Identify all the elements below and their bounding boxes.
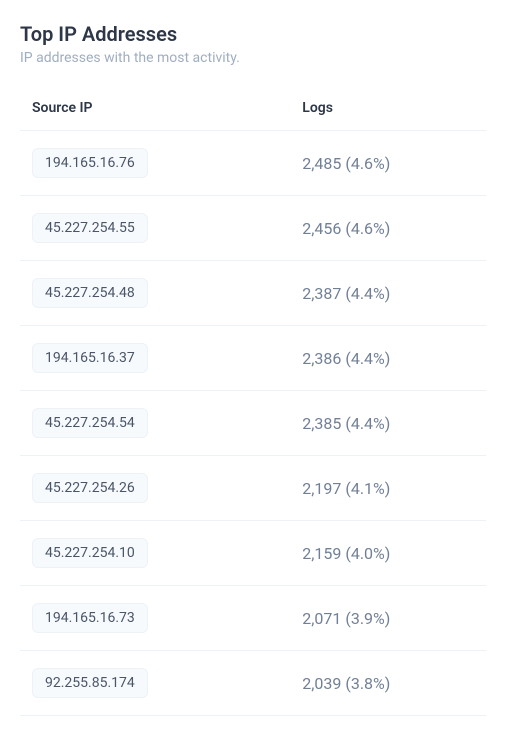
logs-value: 2,197 (4.1%) (302, 479, 390, 498)
cell-logs: 2,197 (4.1%) (290, 456, 486, 521)
cell-logs: 2,456 (4.6%) (290, 196, 486, 261)
ip-badge[interactable]: 194.165.16.37 (32, 343, 148, 373)
table-row: 194.165.16.37 2,386 (4.4%) (20, 326, 486, 391)
logs-value: 2,386 (4.4%) (302, 349, 390, 368)
ip-badge[interactable]: 194.165.16.76 (32, 148, 148, 178)
cell-source-ip: 45.227.254.10 (20, 521, 290, 586)
table-row: 45.227.254.48 2,387 (4.4%) (20, 261, 486, 326)
cell-logs: 2,387 (4.4%) (290, 261, 486, 326)
column-header-logs[interactable]: Logs (290, 90, 486, 131)
ip-badge[interactable]: 45.227.254.48 (32, 278, 148, 308)
page-subtitle: IP addresses with the most activity. (20, 50, 486, 66)
cell-source-ip: 194.165.16.76 (20, 131, 290, 196)
card-header: Top IP Addresses IP addresses with the m… (20, 22, 486, 66)
table-header-row: Source IP Logs (20, 90, 486, 131)
ip-table: Source IP Logs 194.165.16.76 2,485 (4.6%… (20, 90, 486, 716)
cell-logs: 2,071 (3.9%) (290, 586, 486, 651)
table-row: 45.227.254.26 2,197 (4.1%) (20, 456, 486, 521)
table-row: 194.165.16.76 2,485 (4.6%) (20, 131, 486, 196)
cell-source-ip: 45.227.254.48 (20, 261, 290, 326)
cell-logs: 2,385 (4.4%) (290, 391, 486, 456)
ip-badge[interactable]: 45.227.254.55 (32, 213, 148, 243)
table-row: 92.255.85.174 2,039 (3.8%) (20, 651, 486, 716)
ip-badge[interactable]: 45.227.254.26 (32, 473, 148, 503)
ip-badge[interactable]: 92.255.85.174 (32, 668, 148, 698)
logs-value: 2,071 (3.9%) (302, 609, 390, 628)
cell-source-ip: 92.255.85.174 (20, 651, 290, 716)
logs-value: 2,039 (3.8%) (302, 674, 390, 693)
column-header-source-ip[interactable]: Source IP (20, 90, 290, 131)
cell-source-ip: 45.227.254.26 (20, 456, 290, 521)
cell-source-ip: 194.165.16.37 (20, 326, 290, 391)
cell-source-ip: 194.165.16.73 (20, 586, 290, 651)
cell-logs: 2,159 (4.0%) (290, 521, 486, 586)
ip-badge[interactable]: 45.227.254.54 (32, 408, 148, 438)
logs-value: 2,159 (4.0%) (302, 544, 390, 563)
ip-badge[interactable]: 45.227.254.10 (32, 538, 148, 568)
cell-source-ip: 45.227.254.55 (20, 196, 290, 261)
logs-value: 2,387 (4.4%) (302, 284, 390, 303)
logs-value: 2,485 (4.6%) (302, 154, 390, 173)
ip-badge[interactable]: 194.165.16.73 (32, 603, 148, 633)
table-row: 45.227.254.54 2,385 (4.4%) (20, 391, 486, 456)
cell-source-ip: 45.227.254.54 (20, 391, 290, 456)
cell-logs: 2,039 (3.8%) (290, 651, 486, 716)
table-row: 45.227.254.55 2,456 (4.6%) (20, 196, 486, 261)
cell-logs: 2,485 (4.6%) (290, 131, 486, 196)
page-title: Top IP Addresses (20, 22, 486, 46)
cell-logs: 2,386 (4.4%) (290, 326, 486, 391)
logs-value: 2,385 (4.4%) (302, 414, 390, 433)
table-row: 194.165.16.73 2,071 (3.9%) (20, 586, 486, 651)
logs-value: 2,456 (4.6%) (302, 219, 390, 238)
table-row: 45.227.254.10 2,159 (4.0%) (20, 521, 486, 586)
